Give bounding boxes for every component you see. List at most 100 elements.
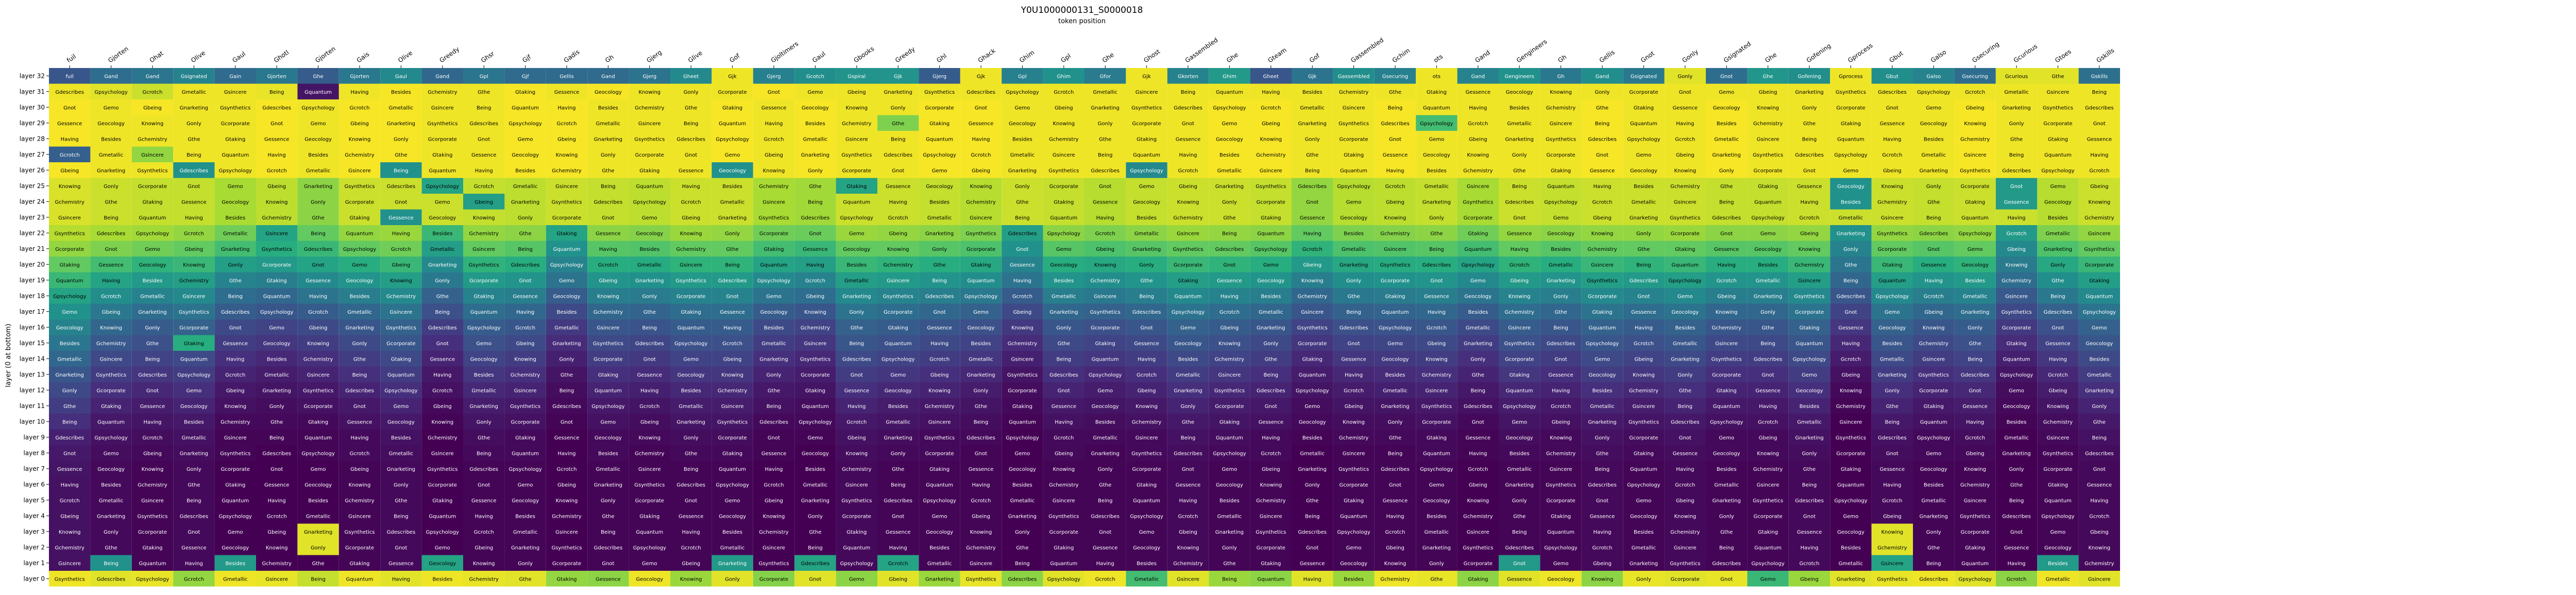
- cell-label: Besides: [2007, 419, 2027, 425]
- heatmap-cell: [711, 131, 753, 147]
- cell-label: Gnot: [851, 372, 863, 378]
- heatmap-cell: [2078, 99, 2120, 115]
- cell-label: Being: [1057, 356, 1071, 362]
- heatmap-cell: [131, 194, 174, 210]
- cell-label: Gpsychology: [1006, 90, 1039, 95]
- cell-label: Gsincere: [1384, 247, 1406, 252]
- cell-label: Having: [2090, 152, 2108, 158]
- cell-label: Gcrotch: [971, 498, 991, 504]
- cell-label: Gquantum: [387, 372, 415, 378]
- cell-label: Besides: [1965, 278, 1985, 284]
- heatmap-cell: [49, 194, 91, 210]
- heatmap-cell: [1995, 146, 2038, 162]
- cell-label: Gessence: [761, 451, 786, 456]
- cell-label: ots: [1433, 74, 1440, 79]
- heatmap-cell: [1002, 68, 1043, 84]
- cell-label: Geocology: [1547, 231, 1574, 236]
- cell-label: Knowing: [1591, 576, 1614, 582]
- cell-label: Knowing: [970, 530, 992, 535]
- heatmap-cell: [1788, 83, 1831, 99]
- cell-label: Gpsychology: [177, 372, 210, 378]
- cell-label: Knowing: [638, 435, 660, 441]
- heatmap-cell: [1788, 115, 1831, 131]
- cell-label: Gemo: [1346, 199, 1362, 205]
- y-tick-label: layer 16: [20, 324, 45, 331]
- cell-label: Geocology: [2086, 341, 2113, 347]
- cell-label: Gquantum: [2086, 294, 2113, 299]
- cell-label: Gemo: [808, 90, 823, 95]
- heatmap-cell: [1167, 68, 1209, 84]
- cell-label: Gsynthetics: [2084, 247, 2114, 252]
- heatmap-cell: [1416, 99, 1458, 115]
- cell-label: Gsincere: [928, 419, 951, 425]
- cell-label: Gchemistry: [552, 168, 581, 174]
- x-tick-label: Olive: [397, 49, 414, 64]
- heatmap-cell: [1292, 162, 1333, 178]
- cell-label: Being: [1512, 184, 1527, 190]
- x-tick-label: Ghsr: [480, 50, 496, 64]
- cell-label: Gcrotch: [142, 90, 162, 95]
- cell-label: Gthe: [436, 294, 449, 299]
- cell-label: Gpsychology: [1751, 561, 1784, 567]
- cell-label: Gonly: [1263, 341, 1278, 347]
- cell-label: Being: [1968, 356, 1982, 362]
- cell-label: Gtaking: [1882, 262, 1902, 268]
- cell-label: Gsynthetics: [676, 278, 706, 284]
- cell-label: Gquantum: [1299, 372, 1326, 378]
- heatmap-cell: [1913, 209, 1955, 225]
- cell-label: Gmetallic: [1425, 530, 1449, 535]
- cell-label: Having: [1966, 419, 1984, 425]
- cell-label: Gcrotch: [432, 388, 452, 394]
- cell-label: Gemo: [932, 168, 947, 174]
- cell-label: Gdescribes: [1381, 467, 1410, 472]
- cell-label: Gsynthetics: [1297, 325, 1328, 331]
- heatmap-cell: [1830, 194, 1872, 210]
- heatmap-cell: [1126, 146, 1167, 162]
- y-tick-label: layer 24: [20, 198, 45, 205]
- heatmap-cell: [836, 194, 877, 210]
- cell-label: Being: [1719, 199, 1734, 205]
- cell-label: Gchemistry: [1629, 388, 1658, 394]
- cell-label: Gquantum: [1796, 341, 1823, 347]
- cell-label: Gpsychology: [882, 356, 914, 362]
- cell-label: Besides: [1012, 482, 1032, 488]
- cell-label: Gnarketing: [1505, 137, 1534, 142]
- x-tick-label: Gsecuring: [1971, 40, 2001, 64]
- heatmap-cell: [1209, 99, 1250, 115]
- cell-label: Gnarketing: [967, 372, 995, 378]
- y-axis-label: layer (0 at bottom): [5, 324, 12, 387]
- cell-label: Gpsychology: [509, 467, 541, 472]
- cell-label: Gemo: [890, 372, 906, 378]
- cell-label: Knowing: [1177, 545, 1199, 551]
- cell-label: Gonly: [269, 404, 284, 410]
- cell-label: Gcorporate: [884, 310, 912, 315]
- cell-label: Gskills: [2091, 74, 2108, 79]
- cell-label: Gquantum: [346, 576, 374, 582]
- cell-label: Being: [311, 576, 325, 582]
- cell-label: Gsynthetics: [1048, 514, 1079, 519]
- cell-label: Being: [891, 137, 905, 142]
- heatmap-cell: [2078, 131, 2120, 147]
- heatmap-cell: [794, 194, 836, 210]
- cell-label: Knowing: [1881, 530, 1903, 535]
- cell-label: Gonly: [228, 262, 243, 268]
- cell-label: Gdescribes: [1215, 247, 1244, 252]
- cell-label: Gthe: [643, 310, 656, 315]
- heatmap-cell: [753, 225, 795, 241]
- cell-label: Gnarketing: [1174, 388, 1202, 394]
- cell-label: Gdescribes: [1132, 310, 1161, 315]
- cell-label: Gchemistry: [345, 498, 374, 504]
- heatmap-cell: [1581, 99, 1623, 115]
- cell-label: Gcrotch: [1965, 90, 1985, 95]
- heatmap-cell: [2078, 209, 2120, 225]
- heatmap-cell: [1788, 178, 1831, 194]
- heatmap-cell: [1623, 99, 1665, 115]
- cell-label: Gsynthetics: [717, 419, 748, 425]
- cell-label: Gchemistry: [552, 514, 581, 519]
- heatmap-cell: [1333, 68, 1375, 84]
- heatmap-cell: [1706, 131, 1748, 147]
- heatmap-cell: [1581, 146, 1623, 162]
- heatmap-cell: [49, 68, 91, 84]
- heatmap-cell: [877, 83, 919, 99]
- cell-label: Being: [104, 561, 118, 567]
